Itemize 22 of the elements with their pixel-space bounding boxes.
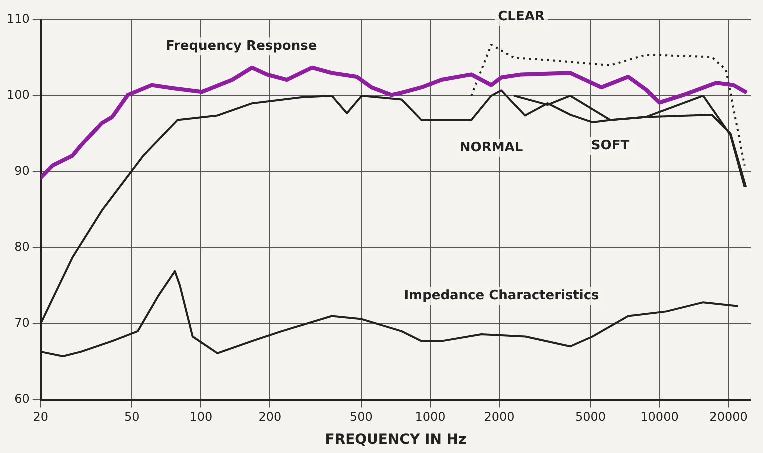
series-label: CLEAR (498, 9, 545, 24)
x-tick-label: 20 (33, 410, 49, 424)
y-tick-label: 110 (7, 12, 30, 26)
x-tick-label: 100 (190, 410, 213, 424)
x-tick-label: 50 (124, 410, 140, 424)
series-label: SOFT (591, 138, 630, 154)
x-tick-label: 20000 (710, 410, 748, 424)
x-tick-label: 200 (258, 410, 282, 424)
x-tick-label: 10000 (640, 410, 679, 424)
series-label: Impedance Characteristics (404, 288, 600, 304)
x-tick-label: 1000 (415, 410, 446, 424)
x-tick-label: 500 (350, 410, 373, 424)
y-tick-label: 90 (14, 164, 30, 178)
annotation: Frequency Response (166, 38, 318, 54)
x-tick-label: 5000 (575, 410, 606, 424)
y-tick-label: 60 (14, 392, 30, 406)
series-label: NORMAL (460, 140, 524, 156)
y-tick-label: 80 (14, 240, 30, 254)
x-axis-title: FREQUENCY IN Hz (325, 432, 467, 448)
y-tick-label: 100 (7, 88, 30, 102)
y-tick-label: 70 (14, 316, 30, 330)
x-tick-label: 2000 (484, 410, 515, 424)
